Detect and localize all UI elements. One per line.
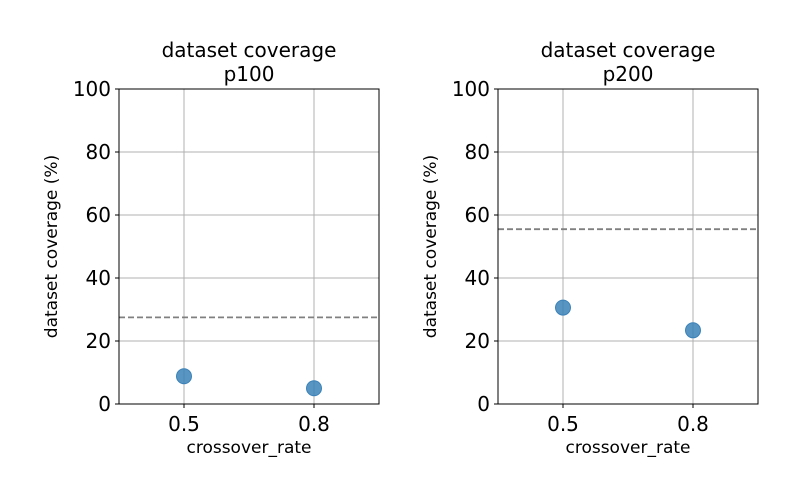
chart-subtitle: p100 [224, 62, 275, 86]
data-point-1 [306, 380, 322, 397]
axes-frame [118, 88, 380, 405]
y-tick-label-1: 20 [465, 329, 490, 353]
y-tick-label-3: 60 [465, 203, 490, 227]
y-tick-label-4: 80 [465, 140, 490, 164]
y-tick-label-0: 0 [477, 392, 490, 416]
data-point-0 [176, 368, 192, 385]
y-tick-label-2: 40 [465, 266, 490, 290]
data-point-1 [685, 322, 701, 339]
y-axis-label: dataset coverage (%) [42, 155, 62, 338]
y-tick-label-4: 80 [86, 140, 111, 164]
chart-subtitle: p200 [603, 62, 654, 86]
y-tick-label-5: 100 [452, 77, 490, 101]
y-tick-label-0: 0 [98, 392, 111, 416]
x-tick-label-1: 0.8 [677, 412, 709, 436]
chart-title: dataset coverage [541, 38, 716, 62]
y-tick-label-1: 20 [86, 329, 111, 353]
y-tick-label-2: 40 [86, 266, 111, 290]
x-axis-label: crossover_rate [565, 438, 690, 458]
y-tick-label-3: 60 [86, 203, 111, 227]
axes-frame [497, 88, 759, 405]
y-axis-label: dataset coverage (%) [421, 155, 441, 338]
x-axis-label: crossover_rate [186, 438, 311, 458]
data-point-0 [555, 299, 571, 316]
y-tick-label-5: 100 [73, 77, 111, 101]
x-tick-label-0: 0.5 [168, 412, 200, 436]
x-tick-label-0: 0.5 [547, 412, 579, 436]
x-tick-label-1: 0.8 [298, 412, 330, 436]
chart-title: dataset coverage [162, 38, 337, 62]
